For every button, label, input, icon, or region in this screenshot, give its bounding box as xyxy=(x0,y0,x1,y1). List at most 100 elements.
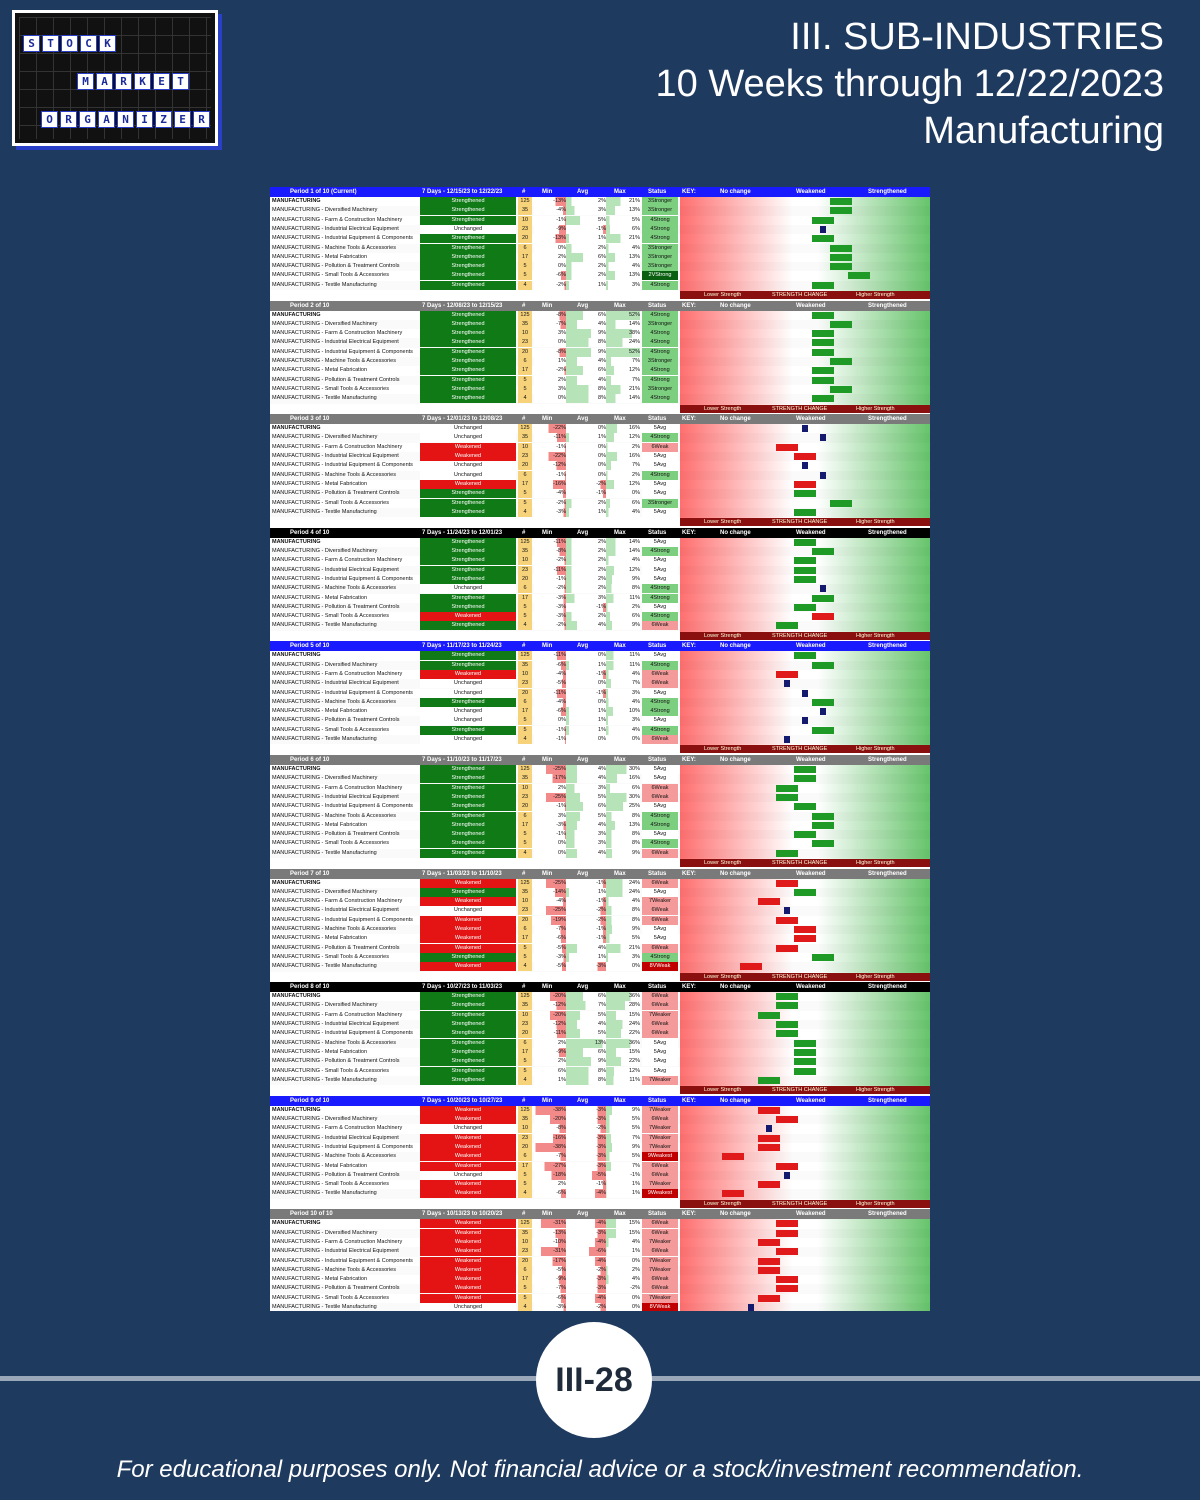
stock-count: 125 xyxy=(518,651,532,661)
period-block: Period 10 of 10 7 Days - 10/13/23 to 10/2… xyxy=(270,1209,930,1311)
status-change: Strengthened xyxy=(420,887,516,897)
subindustry-name: MANUFACTURING - Farm & Construction Mach… xyxy=(272,443,403,450)
max-value: 5% xyxy=(606,215,640,225)
table-row: MANUFACTURING - Pollution & Treatment Co… xyxy=(270,943,930,953)
status-change: Strengthened xyxy=(420,310,516,320)
min-value: -6% xyxy=(534,1189,566,1199)
stock-count: 17 xyxy=(518,1275,532,1285)
stock-count: 20 xyxy=(518,688,532,698)
strength-change-mark xyxy=(776,993,798,1001)
max-value: 6% xyxy=(606,783,640,793)
disclaimer: For educational purposes only. Not finan… xyxy=(116,1456,1084,1483)
stock-count: 5 xyxy=(518,830,532,840)
subindustry-name: MANUFACTURING - Farm & Construction Mach… xyxy=(272,1011,403,1018)
strength-table: Period 1 of 10 (Current) 7 Days - 12/15/2… xyxy=(270,187,930,1311)
min-value: 0% xyxy=(534,243,566,253)
table-row: MANUFACTURING - Textile Manufacturing Str… xyxy=(270,394,930,404)
avg-value: -3% xyxy=(566,1105,606,1115)
logo-letter: T xyxy=(172,73,189,90)
strength-status: 7Weaker xyxy=(642,1010,678,1020)
stock-count: 35 xyxy=(518,774,532,784)
stock-count: 6 xyxy=(518,1038,532,1048)
avg-value: -1% xyxy=(566,489,606,499)
stock-count: 6 xyxy=(518,357,532,367)
status-change: Unchanged xyxy=(420,224,516,234)
stock-count: 6 xyxy=(518,243,532,253)
avg-value: 4% xyxy=(566,1020,606,1030)
strength-status: 4Strong xyxy=(642,820,678,830)
subindustry-name: MANUFACTURING - Pollution & Treatment Co… xyxy=(272,490,400,497)
strength-change-mark xyxy=(830,320,852,328)
avg-value: 8% xyxy=(566,1075,606,1085)
table-row: MANUFACTURING - Metal Fabrication Strengt… xyxy=(270,1047,930,1057)
avg-value: 4% xyxy=(566,774,606,784)
table-row: MANUFACTURING - Textile Manufacturing Str… xyxy=(270,280,930,290)
max-value: 0% xyxy=(606,735,640,745)
max-value: 14% xyxy=(606,319,640,329)
subindustry-name: MANUFACTURING - Machine Tools & Accessor… xyxy=(272,471,396,478)
period-dates: 7 Days - 11/17/23 to 11/24/23 xyxy=(422,643,502,650)
max-value: 24% xyxy=(606,338,640,348)
stock-count: 20 xyxy=(518,802,532,812)
key-no-change: No change xyxy=(720,416,751,423)
stock-count: 10 xyxy=(518,1010,532,1020)
status-change: Strengthened xyxy=(420,1001,516,1011)
status-change: Weakened xyxy=(420,925,516,935)
max-value: 13% xyxy=(606,271,640,281)
avg-value: -3% xyxy=(566,1133,606,1143)
max-value: 4% xyxy=(606,262,640,272)
min-value: -11% xyxy=(534,651,566,661)
strength-legend: Lower Strength STRENGTH CHANGE Higher Stre… xyxy=(680,859,930,867)
strength-change-mark xyxy=(848,272,870,280)
col-status: Status xyxy=(648,643,667,650)
col-key: KEY: xyxy=(682,416,696,423)
strength-status: 8VWeak xyxy=(642,1303,678,1311)
max-value: 21% xyxy=(606,943,640,953)
avg-value: 0% xyxy=(566,424,606,434)
avg-value: -1% xyxy=(566,1180,606,1190)
min-value: -7% xyxy=(534,1152,566,1162)
avg-value: -1% xyxy=(566,925,606,935)
stock-count: 17 xyxy=(518,707,532,717)
min-value: -11% xyxy=(534,1029,566,1039)
max-value: 16% xyxy=(606,424,640,434)
subindustry-name: MANUFACTURING - Small Tools & Accessorie… xyxy=(272,613,389,620)
avg-value: 5% xyxy=(566,811,606,821)
strength-change-mark xyxy=(830,499,852,507)
logo-letter: T xyxy=(42,35,59,52)
subindustry-name: MANUFACTURING - Metal Fabrication xyxy=(272,935,368,942)
strength-change-mark xyxy=(776,1229,798,1237)
table-row: MANUFACTURING - Industrial Equipment & C… xyxy=(270,688,930,698)
stock-count: 4 xyxy=(518,962,532,972)
avg-value: 4% xyxy=(566,943,606,953)
max-value: 8% xyxy=(606,811,640,821)
status-change: Unchanged xyxy=(420,470,516,480)
period-block: Period 4 of 10 7 Days - 11/24/23 to 12/01… xyxy=(270,527,930,640)
strength-change-mark xyxy=(802,425,808,433)
status-change: Strengthened xyxy=(420,830,516,840)
status-change: Strengthened xyxy=(420,507,516,517)
avg-value: -3% xyxy=(566,962,606,972)
max-value: 52% xyxy=(606,310,640,320)
max-value: 14% xyxy=(606,394,640,404)
strength-status: 7Weaker xyxy=(642,1124,678,1134)
min-value: 2% xyxy=(534,252,566,262)
avg-value: 4% xyxy=(566,765,606,774)
status-change: Strengthened xyxy=(420,765,516,774)
strength-change-mark xyxy=(722,1153,744,1161)
avg-value: -3% xyxy=(566,1284,606,1294)
max-value: 22% xyxy=(606,1057,640,1067)
strength-change: STRENGTH CHANGE xyxy=(772,1087,828,1094)
table-row: MANUFACTURING - Diversified Machinery Unc… xyxy=(270,433,930,443)
strength-change-mark xyxy=(784,680,790,688)
strength-change: STRENGTH CHANGE xyxy=(772,292,828,298)
max-value: 4% xyxy=(606,556,640,566)
strength-change-mark xyxy=(758,1143,780,1151)
strength-change-mark xyxy=(776,670,798,678)
min-value: -8% xyxy=(534,547,566,557)
stock-count: 6 xyxy=(518,1265,532,1275)
max-value: 9% xyxy=(606,621,640,631)
stock-count: 35 xyxy=(518,433,532,443)
avg-value: 2% xyxy=(566,271,606,281)
status-change: Weakened xyxy=(420,442,516,452)
